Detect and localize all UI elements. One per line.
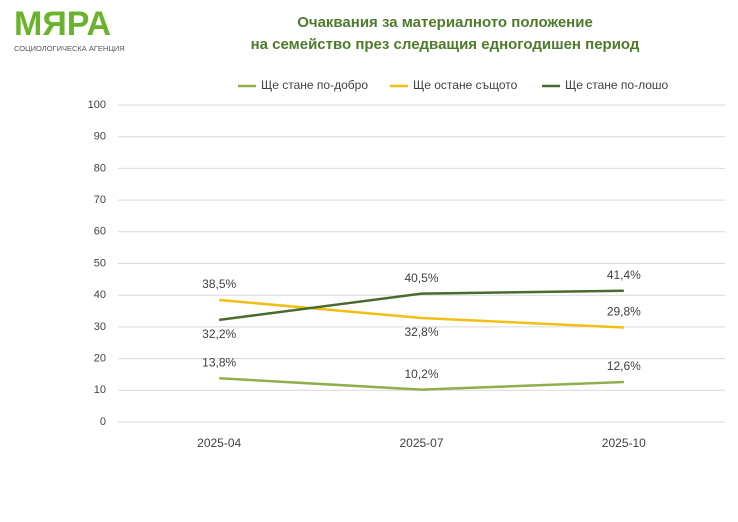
y-tick-label: 10 bbox=[94, 384, 106, 396]
y-tick-label: 80 bbox=[94, 162, 106, 174]
series-line bbox=[219, 289, 624, 322]
y-tick-label: 100 bbox=[88, 99, 106, 111]
y-tick-label: 20 bbox=[94, 353, 106, 365]
series-line bbox=[219, 377, 624, 391]
data-label: 10,2% bbox=[404, 367, 438, 381]
data-label: 40,5% bbox=[404, 271, 438, 285]
series-line bbox=[219, 298, 624, 329]
data-label: 29,8% bbox=[607, 305, 641, 319]
data-label: 12,6% bbox=[607, 359, 641, 373]
y-tick-label: 70 bbox=[94, 194, 106, 206]
data-label: 32,2% bbox=[202, 327, 236, 341]
legend-label: Ще остане същото bbox=[413, 78, 518, 92]
y-tick-label: 90 bbox=[94, 131, 106, 143]
y-tick-label: 50 bbox=[94, 257, 106, 269]
x-tick-label: 2025-07 bbox=[399, 436, 443, 450]
logo-name: МЯРА bbox=[14, 5, 111, 43]
y-tick-label: 60 bbox=[94, 226, 106, 238]
data-label: 13,8% bbox=[202, 355, 236, 369]
y-tick-label: 30 bbox=[94, 321, 106, 333]
y-tick-label: 40 bbox=[94, 289, 106, 301]
x-tick-label: 2025-04 bbox=[197, 436, 241, 450]
x-tick-label: 2025-10 bbox=[602, 436, 646, 450]
logo-tagline: СОЦИОЛОГИЧЕСКА АГЕНЦИЯ bbox=[14, 44, 125, 53]
data-label: 41,4% bbox=[607, 268, 641, 282]
chart-title: Очаквания за материалното положение bbox=[297, 14, 593, 31]
y-tick-label: 0 bbox=[100, 416, 106, 428]
data-label: 38,5% bbox=[202, 277, 236, 291]
legend-label: Ще стане по-лошо bbox=[565, 78, 669, 92]
data-label: 32,8% bbox=[404, 325, 438, 339]
chart-title: на семейство през следващия едногодишен … bbox=[251, 36, 640, 53]
legend-label: Ще стане по-добро bbox=[261, 78, 368, 92]
